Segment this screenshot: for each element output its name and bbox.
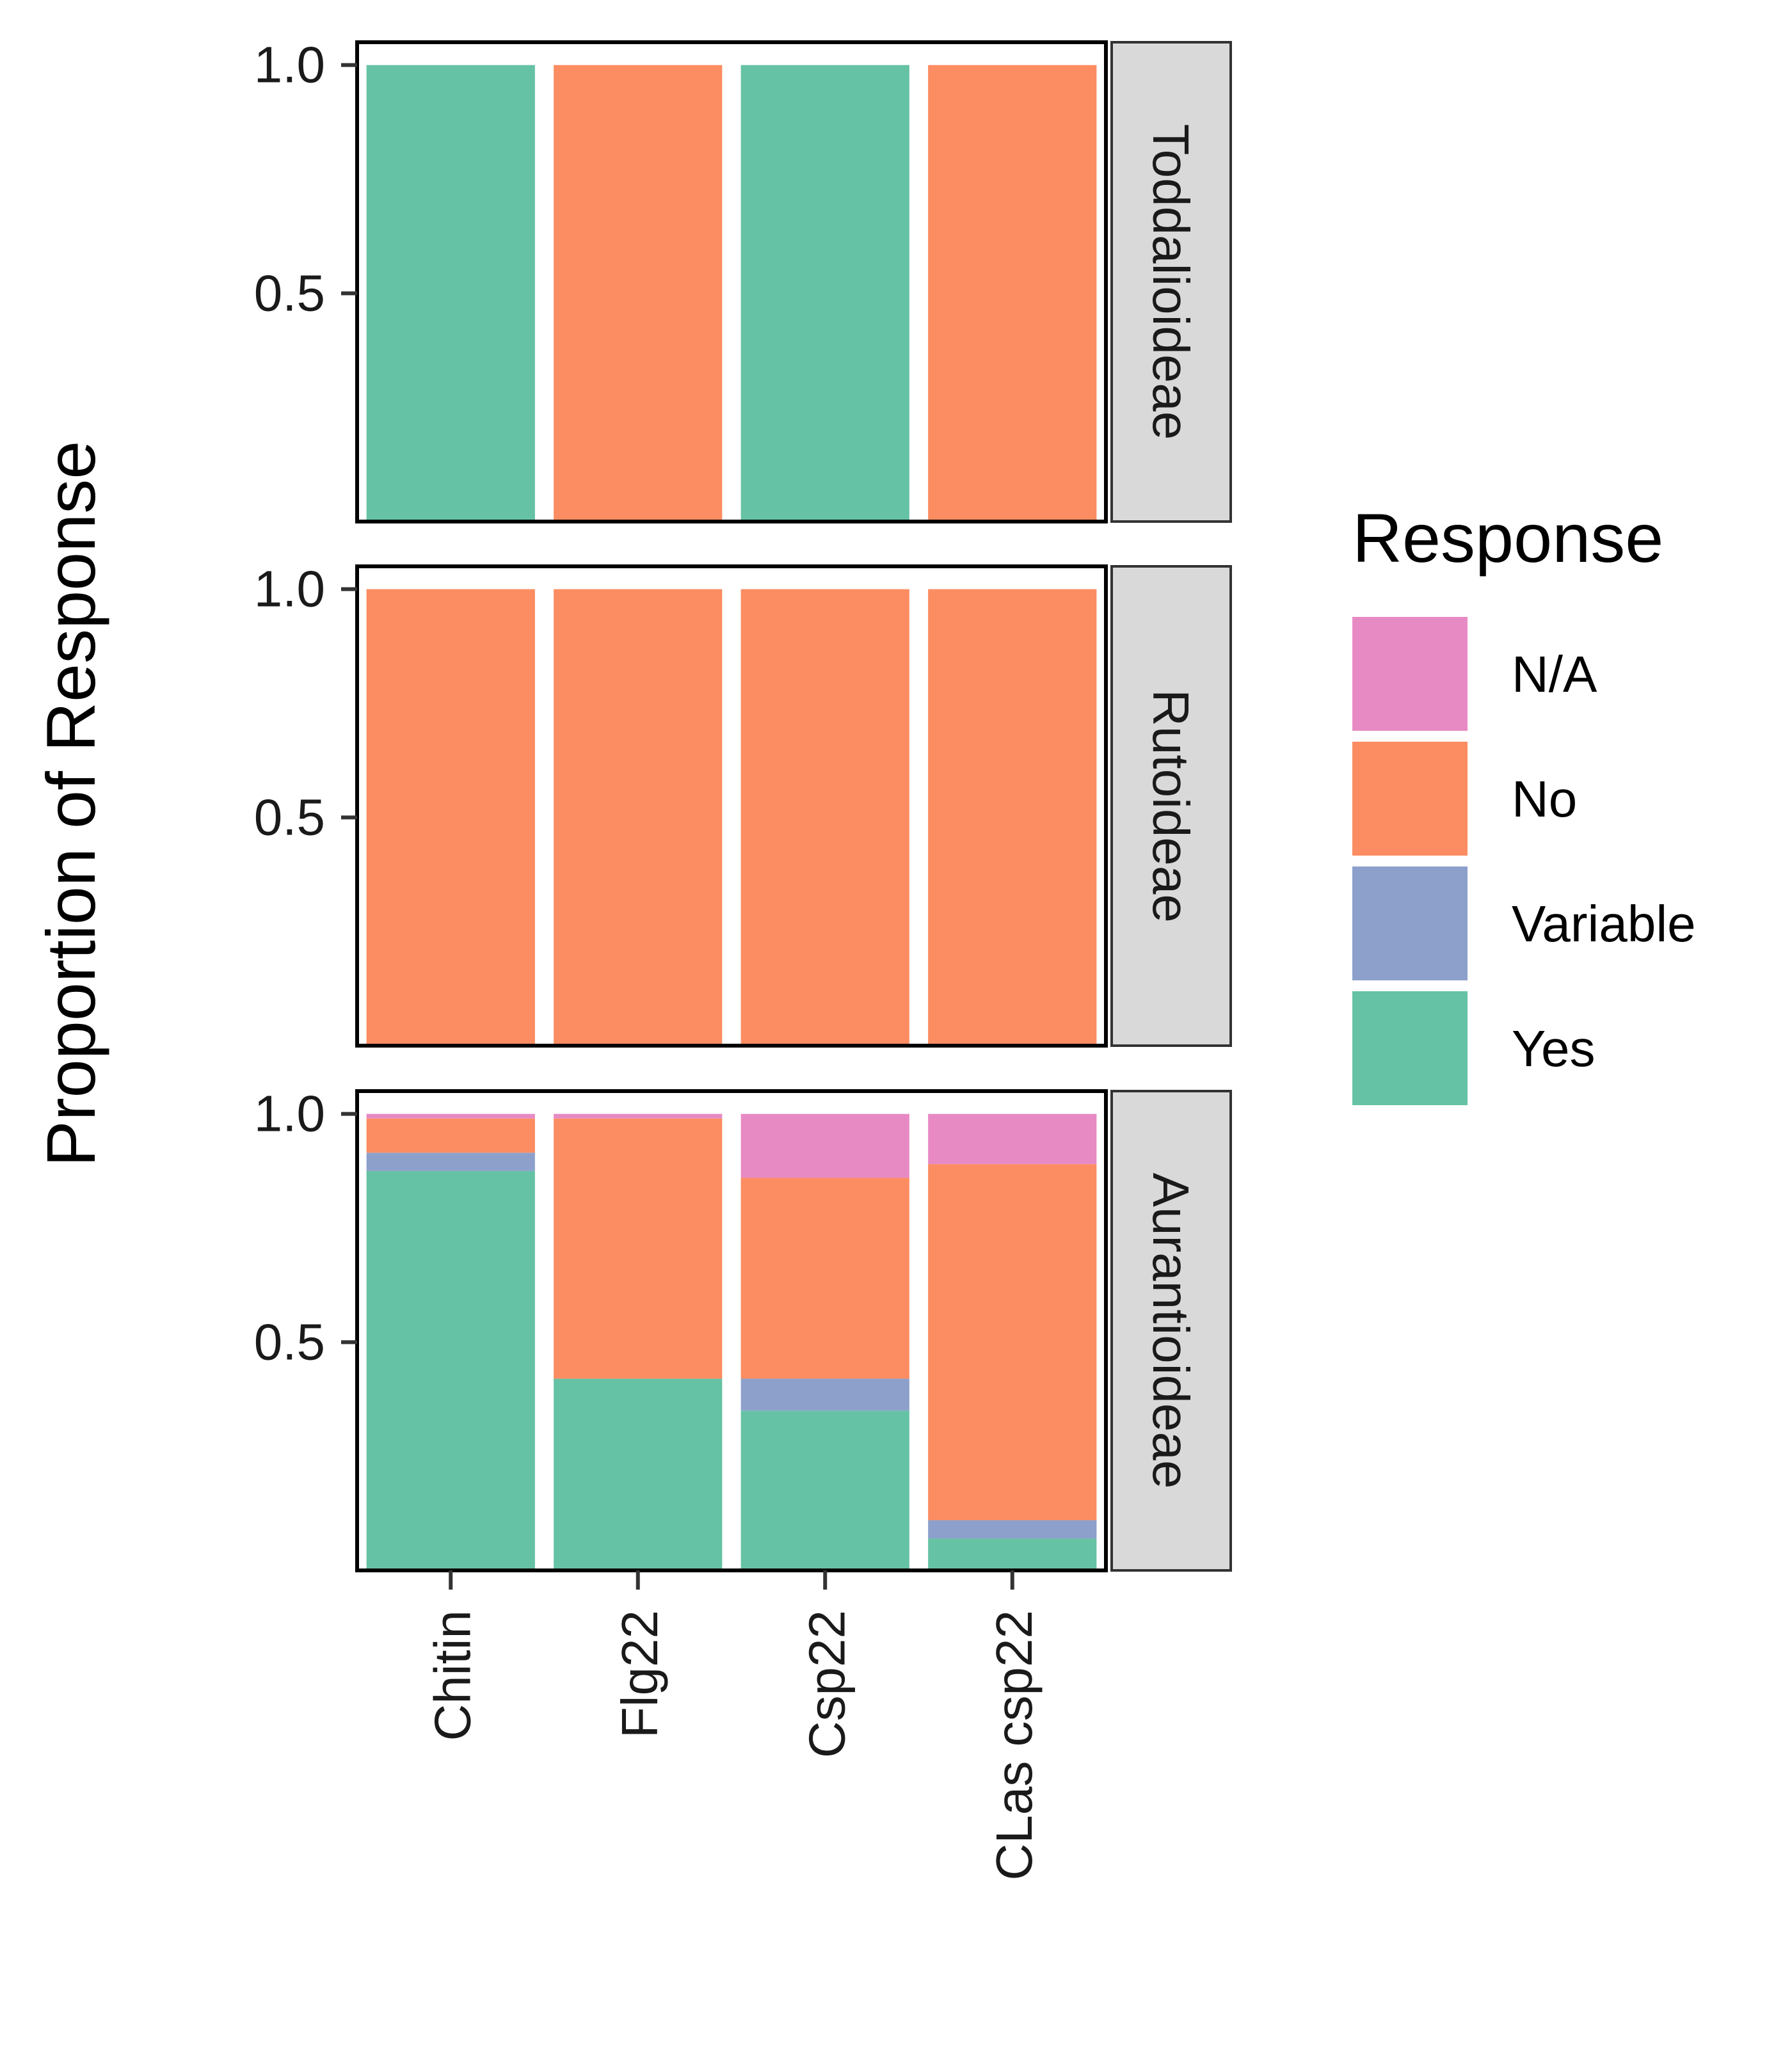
legend-label-no: No bbox=[1512, 770, 1577, 827]
bar-aurantioideae-clas-csp22-n-a bbox=[928, 1113, 1097, 1165]
legend: Response N/A No Variable Yes bbox=[1352, 499, 1696, 1105]
bar-aurantioideae-clas-csp22-yes bbox=[928, 1538, 1097, 1570]
bar-rutoideae-clas-csp22-no bbox=[928, 589, 1097, 1046]
legend-label-n-a: N/A bbox=[1512, 646, 1597, 703]
bar-toddalioideae-chitin-yes bbox=[366, 65, 535, 522]
x-tick-label-clas-csp22: CLas csp22 bbox=[986, 1610, 1043, 1880]
y-tick-label: 0.5 bbox=[254, 264, 325, 321]
facet-strip bbox=[1110, 565, 1232, 1047]
y-tick-label: 1.0 bbox=[254, 36, 325, 93]
bar-rutoideae-chitin-no bbox=[366, 589, 535, 1046]
bar-aurantioideae-clas-csp22-variable bbox=[928, 1520, 1097, 1539]
x-tick-label-flg22: Flg22 bbox=[611, 1610, 668, 1738]
panel-border bbox=[355, 1089, 1108, 1572]
y-tick-label: 0.5 bbox=[254, 788, 325, 845]
x-tick-label-chitin: Chitin bbox=[424, 1610, 481, 1741]
bar-toddalioideae-clas-csp22-no bbox=[928, 65, 1097, 522]
bar-aurantioideae-chitin-variable bbox=[366, 1153, 535, 1171]
y-axis-title: Proportion of Response bbox=[32, 441, 109, 1167]
x-tick-label-csp22: Csp22 bbox=[798, 1610, 855, 1758]
bar-aurantioideae-csp22-yes bbox=[740, 1410, 909, 1570]
facet-panel-aurantioideae: 0.5 1.0 Aurantioideae bbox=[254, 1085, 1232, 1572]
bar-aurantioideae-flg22-no bbox=[554, 1118, 723, 1379]
y-tick-label: 0.5 bbox=[254, 1313, 325, 1370]
legend-key-n-a bbox=[1352, 617, 1468, 731]
y-tick-label: 1.0 bbox=[254, 561, 325, 618]
panel-border bbox=[355, 564, 1108, 1048]
bar-aurantioideae-chitin-yes bbox=[366, 1170, 535, 1570]
legend-label-yes: Yes bbox=[1512, 1020, 1596, 1077]
bar-aurantioideae-flg22-n-a bbox=[554, 1113, 723, 1119]
facet-strip bbox=[1110, 1090, 1232, 1572]
facet-strip bbox=[1110, 41, 1232, 523]
bar-aurantioideae-chitin-n-a bbox=[366, 1113, 535, 1119]
bar-aurantioideae-clas-csp22-no bbox=[928, 1164, 1097, 1520]
legend-title: Response bbox=[1352, 499, 1663, 577]
bar-rutoideae-flg22-no bbox=[554, 589, 723, 1046]
facet-strip-label: Aurantioideae bbox=[1142, 1173, 1199, 1489]
facet-strip-label: Rutoideae bbox=[1142, 689, 1199, 923]
y-tick-label: 1.0 bbox=[254, 1085, 325, 1142]
bar-rutoideae-csp22-no bbox=[740, 589, 909, 1046]
legend-key-yes bbox=[1352, 991, 1468, 1105]
legend-key-variable bbox=[1352, 866, 1468, 980]
bar-aurantioideae-csp22-variable bbox=[740, 1378, 909, 1411]
bar-toddalioideae-csp22-yes bbox=[740, 65, 909, 522]
legend-key-no bbox=[1352, 742, 1468, 856]
panel-border bbox=[355, 40, 1108, 523]
facet-panel-rutoideae: 0.5 1.0 Rutoideae bbox=[254, 561, 1232, 1048]
bar-toddalioideae-flg22-no bbox=[554, 65, 723, 522]
bar-aurantioideae-flg22-yes bbox=[554, 1378, 723, 1570]
facet-strip-label: Toddalioideae bbox=[1142, 124, 1199, 440]
bar-aurantioideae-chitin-no bbox=[366, 1118, 535, 1153]
facet-panel-toddalioideae: 0.5 1.0 Toddalioideae bbox=[254, 36, 1232, 523]
bar-aurantioideae-csp22-no bbox=[740, 1177, 909, 1379]
bar-aurantioideae-csp22-n-a bbox=[740, 1113, 909, 1178]
legend-label-variable: Variable bbox=[1512, 895, 1696, 952]
